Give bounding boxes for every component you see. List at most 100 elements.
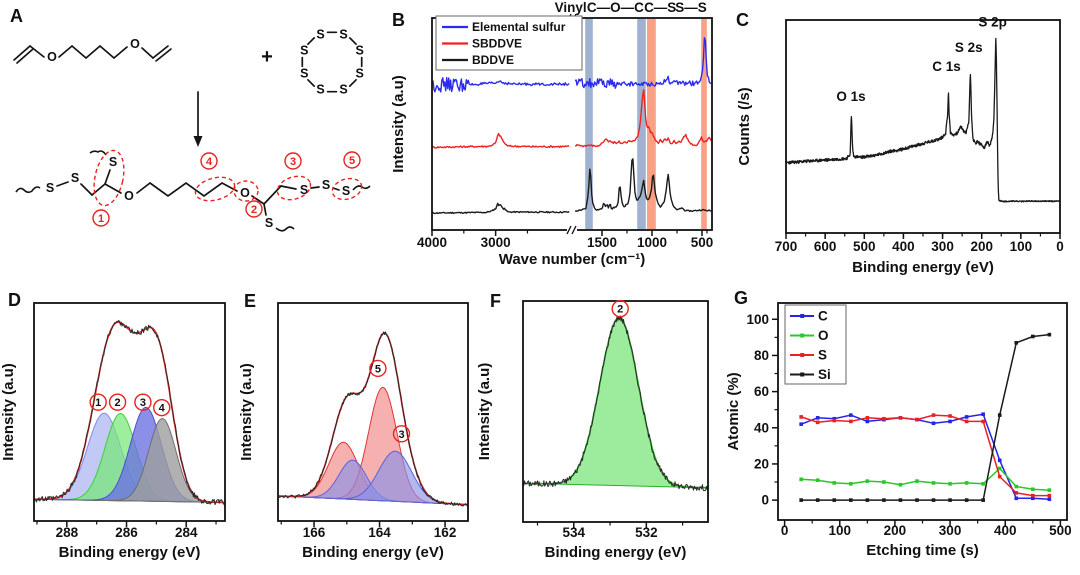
y-tick-label: 0 bbox=[761, 493, 769, 508]
x-tick-label: 100 bbox=[1010, 239, 1033, 254]
band-label: C—O—C bbox=[587, 0, 644, 15]
site-ellipse-1 bbox=[93, 149, 125, 207]
x-tick-label: 400 bbox=[994, 523, 1017, 538]
site-number: 5 bbox=[349, 155, 355, 167]
data-marker bbox=[1031, 496, 1035, 501]
atom-s: S bbox=[339, 83, 347, 97]
atom-s: S bbox=[300, 67, 308, 81]
data-marker bbox=[1014, 484, 1019, 489]
data-marker bbox=[915, 417, 919, 422]
svg-text:3: 3 bbox=[398, 429, 404, 441]
data-marker bbox=[915, 479, 919, 483]
x-tick-label: 300 bbox=[931, 239, 954, 254]
x-tick-label: 0 bbox=[1056, 239, 1064, 254]
y-tick-label: 40 bbox=[754, 420, 769, 435]
data-marker bbox=[948, 419, 952, 424]
product-structure: S S S O O S S S S bbox=[15, 150, 371, 232]
atom-s: S bbox=[356, 44, 364, 58]
panel-label-g: G bbox=[734, 288, 749, 308]
data-marker bbox=[948, 498, 952, 502]
data-marker bbox=[1047, 332, 1052, 337]
atom-o: O bbox=[47, 50, 57, 64]
svg-text:3: 3 bbox=[140, 397, 146, 409]
data-marker bbox=[815, 416, 820, 420]
x-tick-label: 1500 bbox=[587, 235, 617, 250]
data-marker bbox=[997, 458, 1002, 463]
series-Si bbox=[801, 333, 1050, 501]
data-marker bbox=[964, 498, 969, 502]
series-Elemental-sulfur bbox=[431, 76, 570, 93]
panel-label-a: A bbox=[10, 6, 23, 26]
data-marker bbox=[882, 480, 886, 484]
data-marker bbox=[832, 481, 837, 485]
component-number bbox=[153, 398, 171, 417]
band-label: S—S bbox=[675, 0, 707, 15]
x-tick-label: 200 bbox=[970, 239, 993, 254]
y-axis-label: Counts (/s) bbox=[736, 87, 753, 165]
plot-frame bbox=[522, 300, 709, 523]
data-marker bbox=[997, 413, 1002, 417]
atom-o: O bbox=[130, 37, 140, 51]
y-axis-label: Intensity (a.u) bbox=[238, 363, 255, 461]
x-tick-label: 1000 bbox=[637, 235, 667, 250]
y-tick-label: 60 bbox=[754, 384, 769, 399]
legend-label: SBDDVE bbox=[472, 37, 522, 51]
peak-label: O 1s bbox=[836, 89, 865, 104]
series-SBDDVE bbox=[431, 132, 570, 149]
site-ellipse-2 bbox=[233, 180, 259, 202]
x-tick-label: 166 bbox=[303, 525, 326, 540]
data-marker bbox=[799, 422, 803, 426]
series-BDDVE bbox=[431, 202, 570, 215]
data-marker bbox=[931, 413, 936, 417]
data-marker bbox=[849, 482, 853, 486]
panel-label-f: F bbox=[490, 291, 501, 311]
atom-s: S bbox=[316, 83, 324, 97]
x-axis-label: Binding energy (eV) bbox=[545, 544, 687, 561]
peak-label: C 1s bbox=[932, 59, 961, 74]
data-marker bbox=[1031, 493, 1035, 498]
site-ellipse-3 bbox=[276, 175, 312, 201]
data-marker bbox=[931, 421, 936, 426]
atom-s: S bbox=[322, 178, 330, 192]
y-axis-label: Intensity (a.u) bbox=[476, 363, 493, 461]
atom-o: O bbox=[124, 189, 134, 203]
y-axis-label: Atomic (%) bbox=[725, 372, 742, 450]
component-number bbox=[392, 425, 411, 443]
atom-s: S bbox=[300, 183, 308, 197]
data-marker bbox=[865, 498, 870, 502]
survey-curve bbox=[785, 37, 1061, 203]
c1s-fit-chart: 288 286 284 Binding energy (eV) Intensity (a… bbox=[0, 302, 226, 561]
component-number bbox=[369, 359, 387, 378]
plus-sign: + bbox=[261, 46, 273, 68]
o1s-fit-chart: 534 532 Binding energy (eV) Intensity (a.u)… bbox=[476, 300, 709, 561]
data-marker bbox=[849, 419, 853, 424]
data-marker bbox=[898, 498, 903, 502]
data-marker bbox=[964, 481, 969, 485]
x-tick-label: 0 bbox=[781, 523, 789, 538]
panel-a-scheme: O O + S S S S S S S S bbox=[13, 27, 371, 232]
svg-text:2: 2 bbox=[115, 397, 121, 409]
xps-survey-chart: 700 600 500 400 300 200 100 0 Binding energy (eV… bbox=[736, 14, 1064, 276]
peak-label: S 2s bbox=[955, 40, 983, 55]
atom-s: S bbox=[356, 67, 364, 81]
x-tick-label: 288 bbox=[56, 525, 79, 540]
data-marker bbox=[1014, 340, 1019, 345]
y-tick-label: 20 bbox=[754, 456, 769, 471]
legend: Elemental sulfur SBDDVE BDDVE bbox=[435, 15, 583, 71]
atom-s: S bbox=[339, 27, 347, 41]
data-marker bbox=[997, 466, 1002, 471]
site-labels: 1 2 3 4 5 bbox=[92, 151, 361, 227]
component-number bbox=[611, 300, 629, 318]
y-tick-label: 80 bbox=[754, 348, 769, 363]
data-marker bbox=[997, 474, 1002, 479]
panel-label-c: C bbox=[736, 10, 749, 30]
x-axis-label: Etching time (s) bbox=[866, 542, 979, 559]
depth-profile-chart: 0 100 200 300 400 500 0 20 40 60 80 100 Etching time… bbox=[725, 302, 1072, 559]
x-tick-label: 200 bbox=[884, 523, 907, 538]
data-marker bbox=[849, 413, 853, 417]
reaction-arrow bbox=[193, 91, 203, 147]
x-axis-label: Binding energy (eV) bbox=[302, 544, 444, 561]
data-marker bbox=[815, 420, 820, 425]
panel-label-e: E bbox=[244, 291, 257, 311]
